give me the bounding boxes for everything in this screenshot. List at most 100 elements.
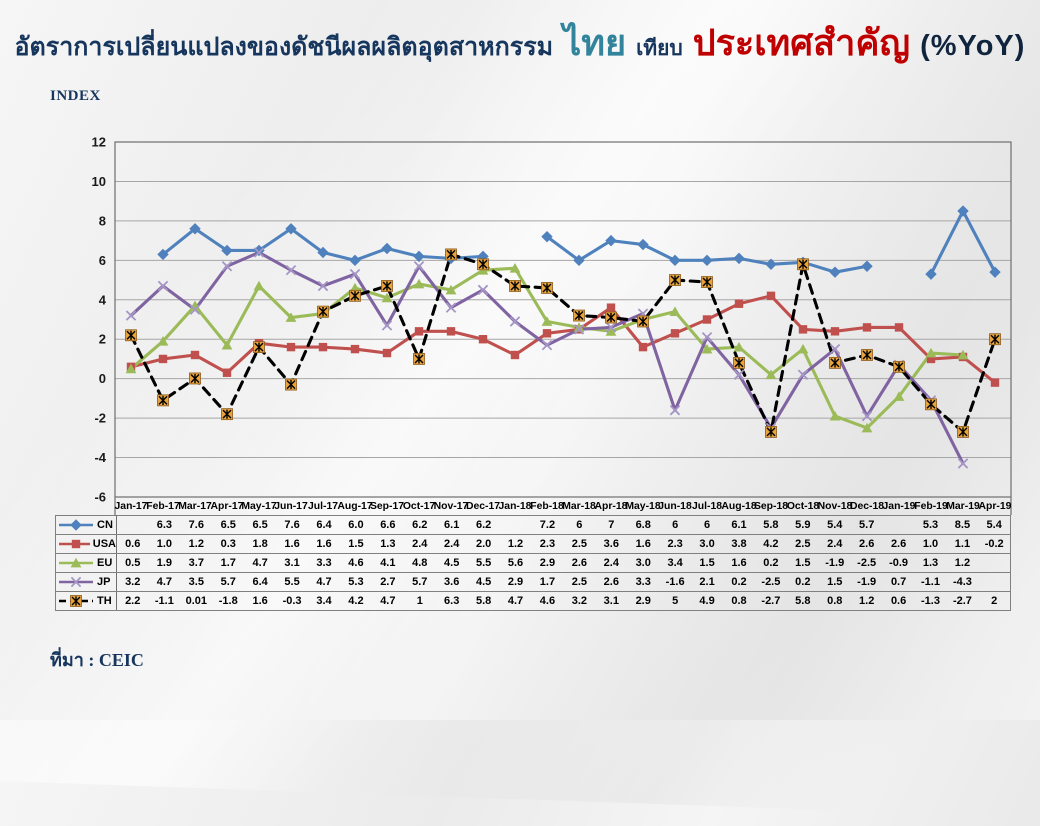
legend-label-cn: CN: [97, 519, 113, 531]
marker-square: [926, 354, 936, 364]
marker-square: [862, 323, 872, 332]
legend-key-icon-eu: [59, 557, 93, 568]
table-cell-cn-mar-18: 6: [563, 515, 596, 535]
x-axis-tick-label: Apr-19: [979, 501, 1012, 512]
marker-triangle: [605, 326, 617, 336]
table-cell-eu-jun-17: 3.1: [276, 553, 309, 573]
table-cell-usa-oct-18: 2.5: [786, 534, 819, 554]
table-cell-usa-nov-17: 2.4: [435, 534, 468, 554]
legend-cell-th: TH: [55, 591, 117, 611]
table-cell-cn-nov-17: 6.1: [435, 515, 468, 535]
marker-square: [542, 329, 552, 338]
x-axis-tick-label: Nov-18: [818, 501, 853, 512]
y-axis-tick-label: 2: [99, 332, 106, 347]
marker-x: [157, 280, 169, 292]
marker-star-glyph: [71, 596, 81, 606]
table-cell-cn-feb-18: 7.2: [531, 515, 564, 535]
x-axis-tick-label: Mar-18: [562, 501, 596, 512]
marker-triangle: [445, 284, 457, 295]
table-cell-jp-feb-18: 1.7: [531, 572, 564, 592]
marker-diamond: [605, 234, 617, 247]
legend-cell-usa: USA: [55, 534, 117, 554]
x-axis-tick-label: Sep-18: [754, 501, 788, 512]
marker-star-glyph: [190, 373, 200, 384]
marker-diamond: [957, 205, 969, 217]
marker-square: [990, 378, 1000, 387]
table-cell-jp-sep-17: 2.7: [371, 572, 404, 592]
marker-star-glyph: [574, 310, 584, 321]
marker-x: [285, 264, 297, 276]
marker-triangle: [285, 312, 297, 322]
x-axis-tick-label: Jan-19: [883, 501, 916, 512]
table-cell-th-jun-17: -0.3: [276, 591, 309, 611]
table-cell-jp-dec-18: -1.9: [850, 572, 883, 592]
title-major-countries-text: ประเทศสำคัญ: [692, 22, 911, 63]
table-cell-usa-nov-18: 2.4: [818, 534, 851, 554]
marker-star-glyph: [798, 259, 808, 269]
gridlines: [115, 141, 1011, 498]
table-cell-usa-mar-17: 1.2: [180, 534, 213, 554]
table-cell-cn-mar-19: 8.5: [946, 515, 979, 535]
marker-x: [349, 268, 361, 280]
legend-label-th: TH: [97, 595, 112, 607]
x-axis-tick-label: Sep-17: [370, 501, 404, 512]
table-cell-eu-dec-17: 5.5: [467, 553, 500, 573]
table-cell-jp-aug-17: 5.3: [339, 572, 372, 592]
table-cell-usa-jul-17: 1.6: [308, 534, 340, 554]
table-cell-usa-aug-17: 1.5: [339, 534, 372, 554]
marker-square: [606, 303, 616, 312]
table-cell-cn-feb-19: 5.3: [914, 515, 947, 535]
table-cell-cn-jun-18: 6: [659, 515, 692, 535]
series-markers-th: [125, 248, 1001, 438]
marker-diamond: [829, 266, 841, 278]
table-cell-jp-oct-18: 0.2: [786, 572, 819, 592]
x-axis-tick-label: Feb-19: [914, 501, 948, 512]
table-cell-th-may-17: 1.6: [244, 591, 277, 611]
table-cell-jp-jul-17: 4.7: [308, 572, 340, 592]
table-cell-cn-jun-17: 7.6: [276, 515, 309, 535]
table-cell-usa-jan-19: 2.6: [882, 534, 915, 554]
marker-triangle: [70, 557, 82, 568]
marker-triangle: [381, 292, 393, 303]
table-cell-usa-mar-18: 2.5: [563, 534, 596, 554]
marker-diamond: [733, 252, 745, 265]
table-cell-eu-jan-19: -0.9: [882, 553, 915, 573]
marker-x: [70, 576, 82, 588]
marker-x: [413, 261, 425, 272]
table-cell-cn-sep-17: 6.6: [371, 515, 404, 535]
x-axis-tick-label: Feb-17: [146, 501, 180, 512]
marker-diamond: [413, 250, 425, 263]
y-axis-tick-label: 12: [92, 135, 106, 150]
marker-x: [253, 247, 265, 258]
table-cell-eu-sep-18: 0.2: [754, 553, 787, 573]
table-cell-jp-jul-18: 2.1: [691, 572, 724, 592]
marker-star-glyph: [926, 399, 936, 409]
table-cell-th-dec-18: 1.2: [850, 591, 883, 611]
table-cell-usa-jan-18: 1.2: [499, 534, 532, 554]
marker-star-glyph: [830, 358, 840, 368]
x-axis-tick-label: Jul-18: [692, 501, 722, 512]
marker-star-glyph: [158, 395, 168, 405]
marker-square: [510, 350, 520, 360]
marker-x: [541, 339, 553, 351]
marker-x: [733, 369, 745, 380]
table-row-jp: JP 3.2 4.7 3.5 5.7 6.4 5.5 4.7 5.3 2.7 5.7 3.6 4.5 2.…: [55, 572, 1012, 592]
table-cell-jp-feb-17: 4.7: [148, 572, 181, 592]
legend-key-icon-jp: [59, 576, 93, 588]
x-axis-tick-label: Oct-18: [787, 501, 820, 512]
table-cell-eu-jan-17: 0.5: [116, 553, 149, 573]
table-cell-eu-jan-18: 5.6: [499, 553, 532, 573]
table-cell-cn-jan-17: [116, 515, 149, 535]
marker-star-glyph: [958, 427, 968, 437]
table-row-th: TH 2.2 -1.1 0.01 -1.8 1.6 -0.3 3.4 4.2 4.7 1 6.3 5.8…: [55, 591, 1012, 611]
marker-x: [317, 280, 329, 292]
x-axis-tick-label: Dec-17: [466, 501, 500, 512]
marker-diamond: [637, 238, 649, 251]
y-axis-tick-label: 6: [99, 253, 106, 268]
table-cell-jp-aug-18: 0.2: [723, 572, 755, 592]
x-axis-tick-label: Feb-18: [530, 501, 564, 512]
x-axis-tick-label: May-18: [625, 501, 660, 512]
table-cell-eu-mar-19: 1.2: [946, 553, 979, 573]
table-cell-usa-dec-18: 2.6: [850, 534, 883, 554]
